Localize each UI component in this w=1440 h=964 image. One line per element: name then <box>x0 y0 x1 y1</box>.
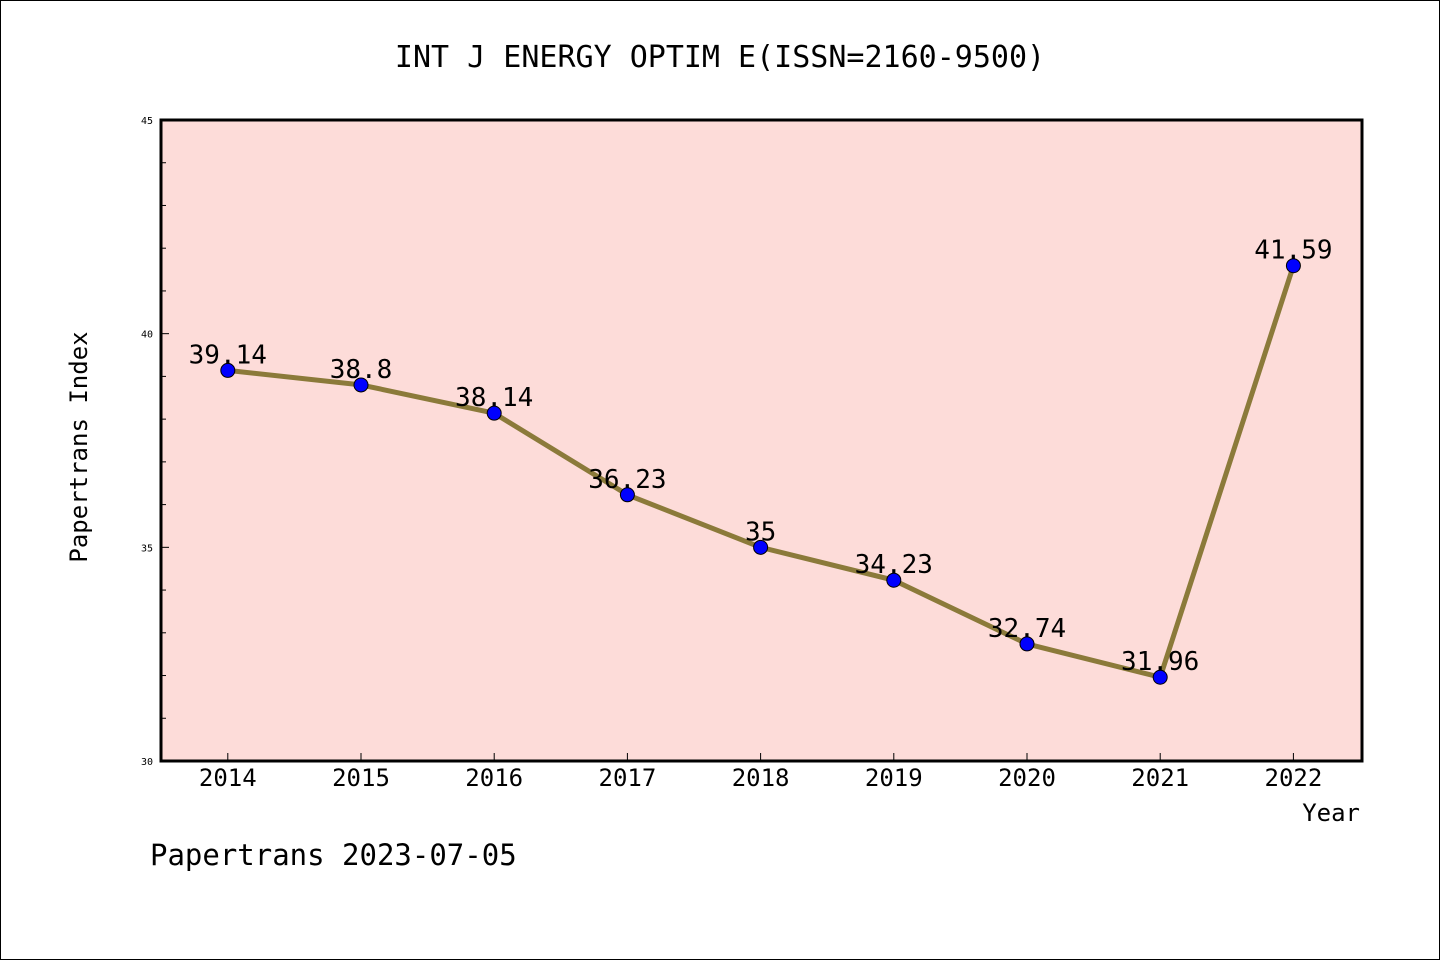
data-point <box>619 487 635 503</box>
y-tick-label: 40 <box>141 330 153 341</box>
data-point <box>1019 636 1035 652</box>
data-label: 35 <box>745 517 776 547</box>
y-axis-label: Papertrans Index <box>65 331 93 562</box>
chart-title: INT J ENERGY OPTIM E(ISSN=2160-9500) <box>395 40 1045 75</box>
data-labels: 39.14 38.8 38.14 36.23 35 34.23 32.74 31.96 41.5… <box>189 236 1333 678</box>
data-point <box>753 539 769 555</box>
y-tick-label: 30 <box>141 757 153 768</box>
plot-area <box>161 120 1362 761</box>
data-label: 39.14 <box>189 340 267 370</box>
x-axis: 2014 2015 2016 2017 2018 2019 2020 2021 2022 <box>199 753 1322 792</box>
data-label: 36.23 <box>588 465 666 495</box>
x-tick-label: 2016 <box>465 764 523 792</box>
x-tick-label: 2022 <box>1265 764 1323 792</box>
x-axis-label: Year <box>1302 799 1360 827</box>
x-tick-label: 2021 <box>1131 764 1189 792</box>
data-label: 32.74 <box>988 614 1066 644</box>
data-label: 41.59 <box>1254 236 1332 266</box>
data-points <box>220 258 1301 685</box>
data-point <box>486 405 502 421</box>
data-point <box>353 377 369 393</box>
x-tick-label: 2014 <box>199 764 257 792</box>
y-tick-label: 35 <box>141 543 153 554</box>
data-label: 38.14 <box>455 383 533 413</box>
plot-border <box>159 118 1364 763</box>
x-tick-label: 2019 <box>865 764 923 792</box>
data-point <box>886 572 902 588</box>
x-tick-label: 2018 <box>732 764 790 792</box>
watermark-text: Papertrans 2023-07-05 <box>150 838 517 872</box>
x-tick-label: 2020 <box>998 764 1056 792</box>
x-tick-label: 2015 <box>332 764 390 792</box>
data-point <box>220 362 236 378</box>
x-tick-label: 2017 <box>599 764 657 792</box>
data-label: 34.23 <box>855 550 933 580</box>
y-tick-label: 45 <box>141 116 153 127</box>
data-point <box>1285 258 1301 274</box>
data-label: 31.96 <box>1121 647 1199 677</box>
data-label: 38.8 <box>330 355 393 385</box>
data-point <box>1152 669 1168 685</box>
